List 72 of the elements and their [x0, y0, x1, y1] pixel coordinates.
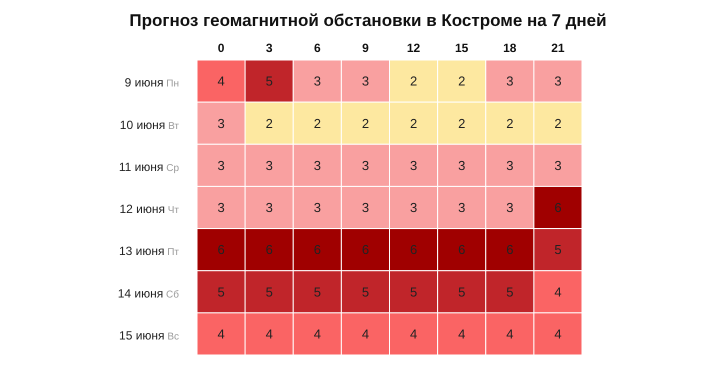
y-tick-label: 9 июня Пн [124, 76, 179, 90]
data-label: 4 [554, 284, 562, 300]
data-label: 2 [458, 74, 466, 89]
data-label: 4 [554, 326, 562, 342]
data-label: 3 [314, 158, 321, 173]
y-tick-label: 11 июня Ср [118, 160, 180, 174]
x-tick-label: 3 [266, 41, 273, 55]
data-label: 3 [217, 200, 225, 216]
data-label: 3 [554, 158, 562, 173]
data-label: 5 [554, 242, 562, 258]
data-label: 6 [458, 242, 466, 258]
data-label: 6 [506, 242, 514, 258]
x-tick-label: 15 [455, 41, 469, 55]
data-label: 5 [506, 284, 514, 300]
data-label: 5 [266, 74, 273, 89]
data-label: 2 [506, 116, 514, 131]
data-label: 5 [266, 284, 273, 300]
data-label: 3 [266, 200, 273, 216]
data-label: 3 [314, 74, 321, 89]
data-label: 2 [266, 116, 273, 131]
x-tick-label: 6 [314, 41, 321, 55]
data-label: 6 [410, 242, 418, 258]
x-tick-label: 18 [503, 41, 517, 55]
data-label: 3 [458, 158, 466, 173]
data-label: 6 [362, 242, 370, 258]
data-label: 6 [554, 200, 562, 216]
data-label: 3 [506, 74, 514, 89]
data-label: 4 [314, 326, 321, 342]
data-label: 4 [506, 326, 514, 342]
data-label: 5 [362, 284, 370, 300]
data-label: 5 [410, 284, 418, 300]
y-tick-label: 13 июня Пт [118, 244, 180, 258]
data-label: 3 [554, 74, 562, 89]
x-tick-label: 9 [362, 41, 370, 55]
data-label: 5 [458, 284, 466, 300]
y-tick-label: 15 июня Вс [119, 328, 179, 343]
data-label: 3 [362, 74, 370, 89]
data-label: 3 [362, 158, 370, 173]
data-label: 4 [217, 74, 225, 89]
x-tick-label: 21 [551, 41, 565, 55]
data-label: 5 [217, 284, 225, 300]
data-label: 2 [362, 116, 370, 131]
data-label: 2 [410, 116, 418, 131]
data-label: 6 [314, 242, 321, 258]
data-label: 3 [410, 200, 418, 216]
chart-title: Прогноз геомагнитной обстановки в Костроме на 7 дней [128, 10, 608, 32]
data-label: 3 [217, 158, 225, 173]
data-label: 4 [217, 326, 225, 342]
y-tick-label: 12 июня Чт [119, 202, 180, 216]
data-label: 6 [266, 242, 273, 258]
data-label: 5 [314, 284, 321, 300]
data-label: 3 [314, 200, 321, 216]
data-label: 2 [458, 116, 466, 131]
data-label: 4 [362, 326, 370, 342]
data-label: 2 [410, 74, 418, 89]
data-label: 3 [266, 158, 273, 173]
data-label: 3 [458, 200, 466, 216]
y-tick-label: 14 июня Сб [118, 286, 180, 300]
data-label: 3 [506, 158, 514, 173]
data-label: 4 [410, 326, 418, 342]
data-label: 3 [506, 200, 514, 216]
x-tick-label: 0 [218, 41, 225, 55]
y-tick-label: 10 июня Вт [120, 118, 180, 132]
data-label: 3 [217, 116, 225, 131]
data-label: 3 [410, 158, 418, 173]
data-label: 2 [314, 116, 321, 131]
x-tick-label: 12 [406, 41, 421, 55]
data-label: 6 [217, 242, 225, 258]
data-label: 4 [266, 326, 273, 342]
data-label: 3 [362, 200, 370, 216]
data-label: 2 [554, 116, 562, 131]
data-label: 4 [458, 326, 466, 342]
